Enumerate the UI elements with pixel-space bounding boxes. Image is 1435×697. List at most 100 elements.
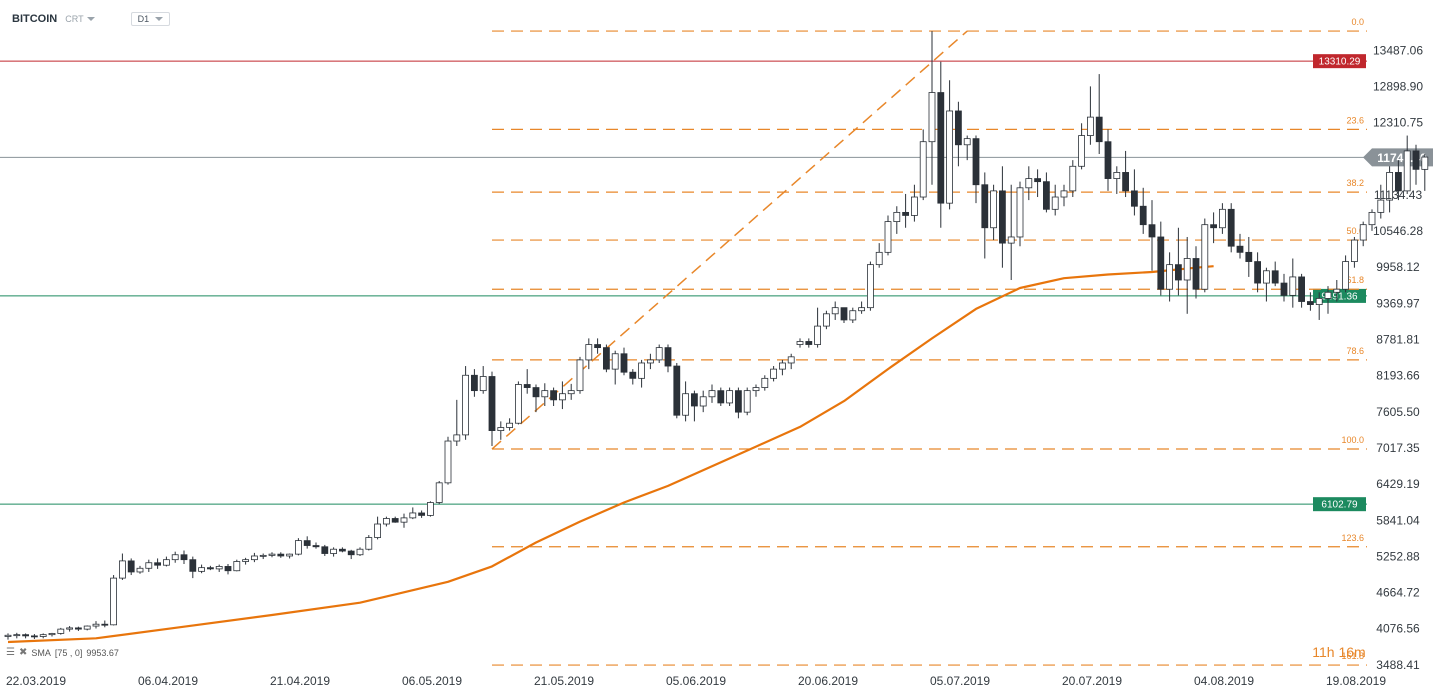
- y-tick-label: 3488.41: [1376, 658, 1420, 672]
- candle-body: [1016, 187, 1024, 238]
- candle: [1139, 187, 1147, 234]
- candle-body: [110, 577, 117, 626]
- candle-body: [1201, 224, 1209, 290]
- level-label: 9491.36: [1321, 291, 1358, 302]
- candle: [1148, 200, 1156, 271]
- candle-body: [92, 623, 100, 627]
- candle-body: [638, 362, 645, 379]
- candle-body: [22, 634, 30, 637]
- timeframe-selector[interactable]: D1: [130, 12, 171, 26]
- candle-body: [928, 92, 936, 143]
- candle-body: [532, 387, 540, 398]
- candle: [83, 625, 91, 631]
- chart-toolbar: BITCOIN CRT D1: [12, 10, 171, 28]
- candle-body: [356, 548, 364, 556]
- candle-body: [435, 482, 443, 503]
- candle: [330, 547, 338, 557]
- candle-body: [1386, 172, 1393, 201]
- candle: [356, 547, 364, 556]
- candle-body: [550, 390, 557, 401]
- candle-body: [294, 540, 302, 555]
- candle: [136, 565, 144, 574]
- list-icon[interactable]: ☰: [6, 647, 15, 658]
- candle-body: [611, 353, 619, 370]
- candle-body: [1315, 298, 1323, 305]
- candle: [180, 550, 188, 564]
- candle-body: [409, 512, 417, 519]
- candle: [1122, 150, 1129, 198]
- candle: [1289, 258, 1297, 308]
- candle: [1095, 74, 1103, 154]
- candle: [823, 310, 830, 330]
- x-tick-label: 06.05.2019: [402, 674, 462, 688]
- candle: [893, 206, 901, 234]
- candle: [1298, 273, 1305, 308]
- candle-body: [743, 390, 751, 413]
- candle-body: [1395, 172, 1402, 192]
- fib-level-label: 38.2: [1346, 178, 1364, 188]
- candle-body: [708, 390, 716, 398]
- candle: [523, 369, 531, 394]
- candle: [1315, 292, 1323, 320]
- candle: [154, 558, 162, 569]
- candle-body: [215, 566, 223, 570]
- candle-body: [189, 559, 197, 572]
- candle: [770, 366, 777, 382]
- candle-body: [1166, 264, 1173, 290]
- candle-body: [13, 634, 21, 637]
- candle: [1412, 144, 1420, 185]
- candle: [277, 552, 285, 558]
- exchange-selector[interactable]: CRT: [65, 14, 95, 24]
- candle: [699, 390, 707, 413]
- candle-body: [4, 634, 12, 637]
- candle: [875, 243, 883, 268]
- candle: [119, 553, 126, 580]
- candle: [708, 384, 716, 403]
- candle-body: [858, 307, 865, 312]
- candle-body: [1263, 270, 1270, 284]
- candle-body: [1280, 282, 1288, 296]
- chevron-down-icon: [155, 17, 164, 21]
- candle: [110, 575, 117, 626]
- candle-body: [1245, 251, 1253, 262]
- candle: [620, 347, 628, 376]
- candle: [303, 536, 311, 549]
- candle: [594, 338, 601, 354]
- candle: [409, 507, 417, 520]
- candle-body: [1412, 150, 1420, 170]
- candle-body: [497, 427, 505, 431]
- candle-body: [453, 434, 461, 442]
- candle-body: [242, 559, 250, 562]
- candle-body: [1148, 224, 1156, 238]
- candle: [4, 633, 12, 640]
- candle-body: [1095, 116, 1103, 143]
- candle: [981, 172, 989, 259]
- candle-body: [770, 368, 777, 379]
- candle: [1351, 236, 1358, 268]
- candle: [1359, 221, 1367, 247]
- exchange-label: CRT: [65, 14, 84, 24]
- candle-body: [717, 390, 725, 404]
- candle-body: [206, 567, 214, 570]
- candle: [735, 387, 742, 419]
- candle: [1034, 169, 1041, 198]
- close-icon[interactable]: ✖: [18, 647, 28, 658]
- candle: [39, 633, 47, 639]
- candle: [382, 516, 390, 527]
- candle-body: [198, 567, 206, 572]
- candle: [215, 564, 223, 572]
- candle-body: [470, 374, 478, 392]
- candle: [1271, 261, 1279, 287]
- candle-body: [567, 390, 575, 395]
- candle: [858, 301, 865, 314]
- candle: [647, 353, 654, 370]
- candle-body: [1183, 258, 1191, 281]
- candle: [638, 359, 645, 388]
- candle: [567, 383, 575, 400]
- candle-body: [1131, 190, 1138, 207]
- horizontal-levels: 13310.29 11745.40 9491.36 6102.79: [0, 54, 1433, 512]
- candle-body: [233, 561, 241, 572]
- candle: [338, 547, 346, 553]
- y-tick-label: 5252.88: [1376, 549, 1420, 563]
